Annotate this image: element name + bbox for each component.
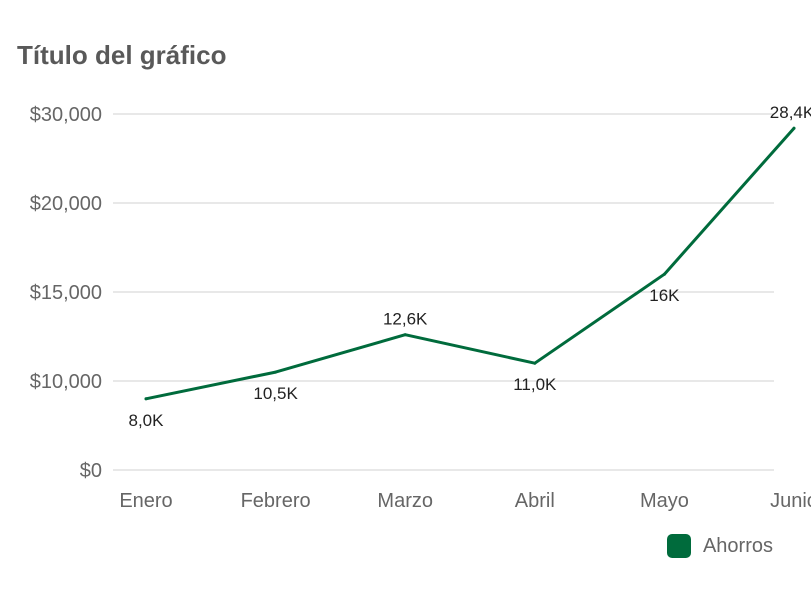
data-label: 16K: [649, 286, 680, 305]
y-tick-label: $30,000: [30, 104, 102, 126]
data-label: 10,5K: [253, 384, 298, 403]
data-point: [144, 397, 148, 401]
series-line-ahorros: [144, 126, 796, 401]
data-label: 12,6K: [383, 310, 428, 329]
data-label: 28,4K: [770, 103, 811, 122]
data-point: [792, 126, 796, 130]
y-tick-label: $15,000: [30, 282, 102, 304]
x-tick-label: Febrero: [241, 490, 311, 512]
data-point: [274, 370, 278, 374]
y-tick-label: $0: [80, 460, 102, 482]
y-tick-label: $10,000: [30, 371, 102, 393]
x-tick-label: Junio: [770, 490, 811, 512]
data-point: [662, 272, 666, 276]
legend-swatch-ahorros: [666, 534, 691, 558]
data-point: [403, 333, 407, 337]
chart-title: Título del gráfico: [17, 40, 227, 70]
data-point: [533, 361, 537, 365]
x-tick-label: Marzo: [377, 490, 433, 512]
y-tick-label: $20,000: [30, 193, 102, 215]
x-tick-label: Enero: [119, 490, 172, 512]
legend-label-ahorros: Ahorros: [702, 534, 773, 557]
data-label: 11,0K: [513, 375, 557, 394]
x-tick-label: Abril: [515, 490, 555, 512]
data-label: 8,0K: [129, 411, 165, 430]
x-tick-label: Mayo: [640, 490, 689, 512]
legend: Ahorros: [666, 534, 773, 558]
